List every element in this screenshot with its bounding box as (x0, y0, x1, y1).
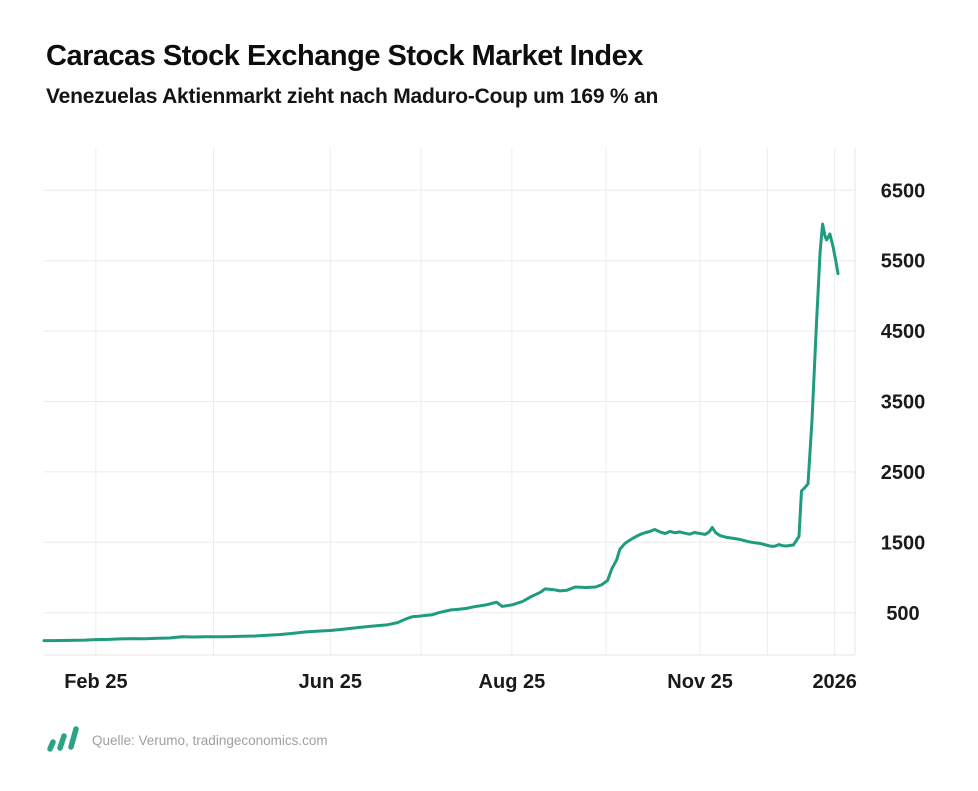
x-axis-label: Jun 25 (299, 671, 362, 693)
source-attribution: Quelle: Verumo, tradingeconomics.com (44, 722, 328, 758)
x-axis-label: 2026 (812, 671, 857, 693)
y-axis-label: 2500 (881, 462, 926, 484)
x-axis-label: Nov 25 (667, 671, 733, 693)
y-axis-label: 5500 (881, 251, 926, 273)
source-text: Quelle: Verumo, tradingeconomics.com (92, 732, 328, 748)
y-axis-label: 6500 (881, 180, 926, 202)
verumo-sparkline-icon (44, 724, 82, 756)
chart-title: Caracas Stock Exchange Stock Market Inde… (46, 40, 643, 72)
chart-subtitle: Venezuelas Aktienmarkt zieht nach Maduro… (46, 85, 659, 108)
y-axis-label: 3500 (881, 392, 926, 414)
y-axis-label: 1500 (881, 532, 926, 554)
y-axis-label: 500 (886, 603, 919, 625)
y-axis-label: 4500 (881, 321, 926, 343)
x-axis-label: Aug 25 (479, 671, 546, 693)
index-price-line (42, 222, 840, 643)
x-axis-label: Feb 25 (64, 671, 127, 693)
